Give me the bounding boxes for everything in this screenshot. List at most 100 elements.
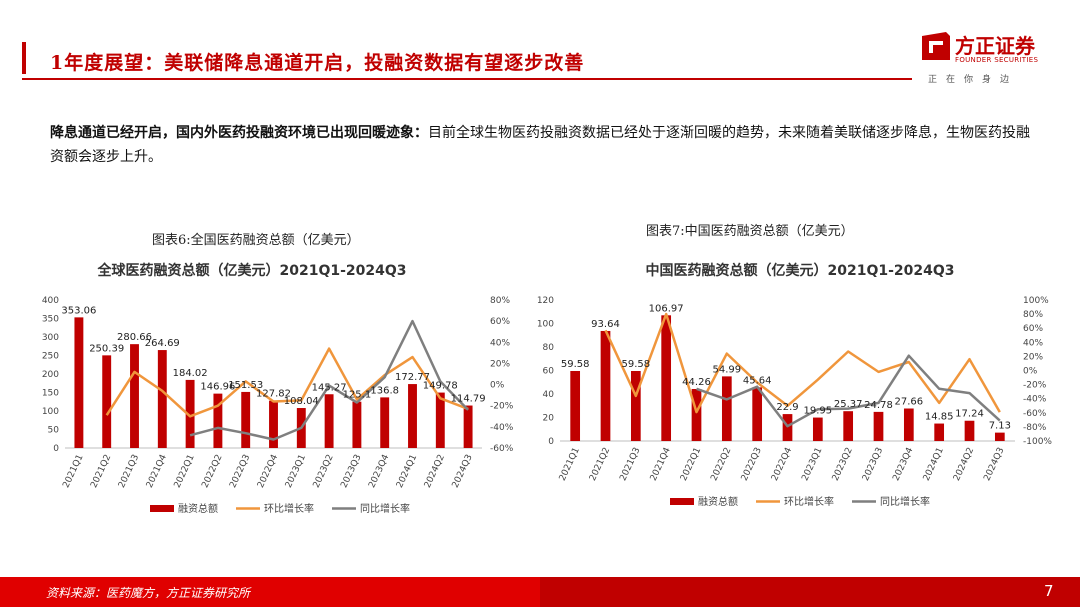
bar: [102, 355, 112, 448]
y-right-tick-label: -40%: [1023, 395, 1047, 405]
x-tick-label: 2021Q1: [61, 453, 85, 490]
title-accent-bar: [22, 42, 26, 74]
x-tick-label: 2024Q3: [451, 453, 475, 490]
logo-mark-icon: [922, 32, 950, 60]
y-left-tick-label: 40: [543, 390, 555, 400]
y-left-tick-label: 100: [42, 407, 59, 417]
page-number: 7: [1044, 582, 1054, 600]
data-label: 93.64: [591, 319, 620, 330]
bar: [782, 414, 793, 441]
y-left-tick-label: 100: [537, 320, 554, 330]
x-tick-label: 2023Q2: [831, 446, 855, 483]
data-label: 59.58: [561, 359, 590, 370]
y-right-tick-label: -60%: [490, 444, 514, 454]
x-tick-label: 2022Q3: [740, 446, 764, 483]
bar: [324, 394, 334, 448]
data-label: 127.82: [256, 389, 291, 400]
data-label: 19.95: [804, 406, 833, 417]
data-label: 22.9: [776, 402, 798, 413]
y-left-tick-label: 0: [53, 444, 59, 454]
bar: [380, 397, 390, 448]
x-tick-label: 2023Q1: [800, 446, 824, 483]
bar: [721, 376, 732, 441]
summary-paragraph: 降息通道已经开启，国内外医药投融资环境已出现回暖迹象：目前全球生物医药投融资数据…: [50, 121, 1040, 169]
y-right-tick-label: 0%: [490, 381, 505, 391]
data-label: 106.97: [649, 303, 684, 314]
data-label: 27.66: [895, 396, 924, 407]
series-line: [189, 319, 469, 441]
bar: [185, 379, 195, 448]
footer-bar-left: [0, 577, 540, 607]
data-label: 264.69: [145, 338, 180, 349]
bar: [435, 392, 445, 448]
data-label: 280.66: [117, 332, 152, 343]
y-right-tick-label: 20%: [1023, 352, 1043, 362]
title-underline: [22, 78, 912, 80]
bar: [994, 432, 1005, 441]
slide-header: 1年度展望：美联储降息通道开启，投融资数据有望逐步改善 方正证券 FOUNDER…: [0, 0, 1080, 100]
y-right-tick-label: 80%: [490, 296, 510, 306]
data-label: 108.04: [284, 396, 319, 407]
x-tick-label: 2022Q2: [200, 453, 224, 490]
data-label: 125.1: [343, 390, 372, 401]
bar: [691, 388, 702, 441]
x-tick-label: 2021Q3: [618, 446, 642, 483]
bar: [241, 391, 251, 448]
data-label: 353.06: [61, 305, 96, 316]
legend-swatch: [670, 498, 694, 505]
x-tick-label: 2022Q4: [256, 453, 280, 490]
x-tick-label: 2024Q2: [423, 453, 447, 490]
x-tick-label: 2021Q2: [89, 453, 113, 490]
data-label: 59.58: [622, 359, 651, 370]
series-line: [696, 354, 1001, 428]
data-label: 25.37: [834, 399, 863, 410]
x-tick-label: 2024Q3: [982, 446, 1006, 483]
y-left-tick-label: 300: [42, 333, 59, 343]
data-label: 14.85: [925, 412, 954, 423]
y-right-tick-label: 20%: [490, 359, 510, 369]
x-tick-label: 2023Q3: [861, 446, 885, 483]
x-tick-label: 2021Q3: [117, 453, 141, 490]
bar: [873, 411, 884, 441]
bar: [463, 405, 473, 448]
y-left-tick-label: 200: [42, 370, 59, 380]
x-tick-label: 2022Q3: [228, 453, 252, 490]
bar: [157, 350, 167, 448]
data-label: 114.79: [451, 394, 486, 405]
bar: [408, 384, 417, 448]
y-left-tick-label: 150: [42, 389, 59, 399]
x-tick-label: 2024Q1: [395, 453, 419, 490]
bar: [570, 370, 581, 441]
logo-slogan: 正在你身边: [928, 75, 1019, 85]
series-line: [604, 312, 1001, 414]
x-tick-label: 2021Q4: [145, 453, 169, 490]
data-label: 136.8: [370, 385, 399, 396]
x-tick-label: 2022Q4: [770, 446, 794, 483]
global-financing-chart: 全球医药融资总额（亿美元）2021Q1-2024Q3 0 50 100 150 200 25…: [42, 262, 514, 515]
x-tick-label: 2021Q4: [649, 446, 673, 483]
data-label: 145.27: [312, 382, 347, 393]
data-label: 146.96: [200, 382, 235, 393]
y-right-tick-label: -20%: [490, 402, 514, 412]
y-left-tick-label: 250: [42, 352, 59, 362]
x-tick-label: 2022Q1: [173, 453, 197, 490]
chart-caption-right: 图表7:中国医药融资总额（亿美元）: [646, 224, 854, 239]
bar: [213, 393, 223, 448]
x-tick-label: 2024Q2: [952, 446, 976, 483]
bar: [600, 330, 611, 441]
data-label: 7.13: [989, 421, 1011, 432]
y-right-tick-label: 60%: [1023, 324, 1043, 334]
footer-source: 资料来源：医药魔方，方正证券研究所: [46, 586, 251, 600]
bar: [661, 315, 672, 441]
chart-caption-left: 图表6:全国医药融资总额（亿美元）: [152, 233, 360, 248]
data-label: 250.39: [89, 343, 124, 354]
y-left-tick-label: 20: [543, 414, 555, 424]
x-tick-label: 2023Q1: [284, 453, 308, 490]
china-financing-chart: 中国医药融资总额（亿美元）2021Q1-2024Q3 0 20 40 60 80 100 12…: [537, 262, 1053, 508]
chart-title: 中国医药融资总额（亿美元）2021Q1-2024Q3: [645, 262, 954, 279]
data-label: 172.77: [395, 372, 430, 383]
y-right-tick-label: -20%: [1023, 381, 1047, 391]
bar: [964, 420, 975, 441]
data-label: 24.78: [864, 400, 893, 411]
x-tick-label: 2023Q3: [339, 453, 363, 490]
